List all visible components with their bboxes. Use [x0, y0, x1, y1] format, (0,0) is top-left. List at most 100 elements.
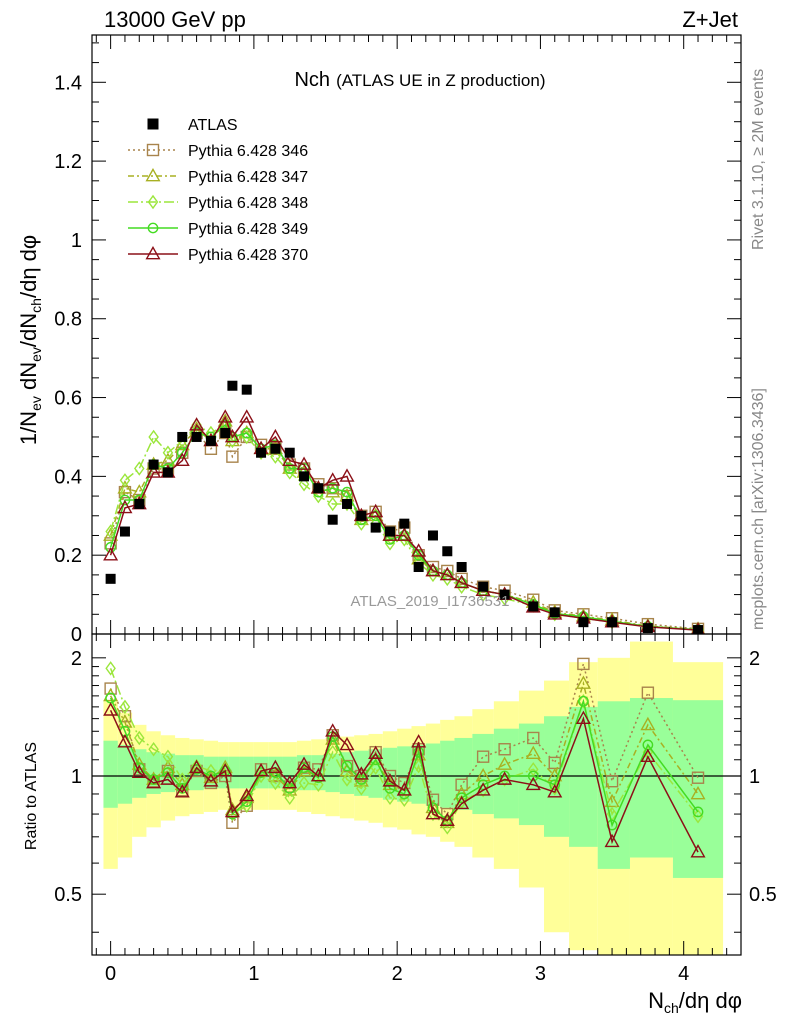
ratio-point — [134, 730, 145, 746]
atlas-point — [205, 435, 216, 446]
legend-label: Pythia 6.428 348 — [188, 195, 308, 212]
legend-label: Pythia 6.428 370 — [188, 247, 308, 264]
atlas-point — [299, 471, 310, 482]
ratio-point — [162, 749, 174, 764]
y-tick-label: 0.8 — [54, 309, 82, 331]
ratio-tick-label-right: 0.5 — [749, 884, 777, 906]
ratio-line — [109, 660, 699, 825]
series-point — [396, 527, 412, 541]
ratio-band-inner — [493, 728, 519, 819]
y-tick-label: 0.6 — [54, 388, 82, 410]
legend-entry-2: Pythia 6.428 348 — [128, 194, 308, 212]
ratio-point — [296, 756, 312, 770]
series-point — [176, 447, 188, 459]
ratio-point — [527, 770, 539, 782]
series-point — [282, 452, 298, 466]
ratio-band-inner — [228, 756, 240, 789]
ratio-point — [475, 782, 491, 796]
series-point — [105, 541, 116, 553]
series-point — [105, 524, 116, 539]
ratio-point — [578, 694, 589, 709]
series-point — [399, 532, 410, 547]
legend-label: Pythia 6.428 347 — [188, 169, 308, 186]
series-point — [327, 496, 338, 512]
ratio-band-inner — [103, 740, 118, 808]
legend-entry-1: Pythia 6.428 347 — [128, 167, 308, 186]
atlas-point — [356, 510, 367, 521]
ratio-point — [454, 795, 470, 810]
atlas-point — [427, 530, 438, 541]
ratio-band-inner — [239, 756, 254, 789]
series-point — [119, 494, 131, 506]
ratio-point — [327, 744, 338, 760]
series-point — [439, 566, 455, 581]
ratio-line — [109, 680, 699, 825]
ratio-frame — [91, 633, 742, 956]
ratio-point — [456, 792, 468, 804]
ratio-point — [224, 803, 240, 818]
series-point — [241, 429, 252, 445]
ratio-tick-label-left: 2 — [71, 648, 82, 670]
series-point — [425, 562, 441, 577]
ratio-point — [690, 785, 706, 800]
ratio-point — [640, 716, 656, 731]
legend-entry-3: Pythia 6.428 349 — [128, 221, 308, 238]
ratio-point — [547, 784, 563, 798]
legend-label: Pythia 6.428 346 — [188, 143, 308, 160]
ratio-band-inner — [132, 749, 147, 798]
ratio-point — [499, 770, 510, 782]
atlas-point — [528, 601, 539, 612]
legend: ATLAS Pythia 6.428 346 Pythia 6.428 347 Pyt… — [128, 117, 308, 264]
atlas-point — [442, 546, 453, 557]
ratio-band-inner — [425, 743, 441, 806]
legend-marker — [145, 167, 161, 182]
ratio-point — [577, 657, 590, 671]
side-rivet: Rivet 3.1.10, ≥ 2M events — [750, 69, 767, 250]
ratio-band-inner — [569, 706, 598, 847]
series-point — [146, 464, 162, 478]
series-point — [341, 486, 353, 498]
ratio-point — [239, 787, 255, 802]
x-tick-label: 4 — [678, 963, 689, 985]
ratio-point — [476, 750, 490, 763]
ratio-point — [282, 774, 298, 789]
ratio-point — [339, 736, 355, 751]
series-point — [384, 536, 396, 551]
atlas-point — [105, 573, 116, 584]
series-point — [239, 409, 255, 423]
series-point — [456, 579, 467, 594]
ratio-point — [425, 806, 441, 820]
series-point — [174, 436, 190, 451]
ratio-tick-label-right: 2 — [749, 648, 760, 670]
series-point — [217, 409, 233, 423]
ratio-point — [325, 731, 341, 745]
legend-entry-4: Pythia 6.428 370 — [128, 245, 308, 264]
ratio-point — [549, 779, 561, 791]
atlas-point — [384, 526, 395, 537]
ratio-point — [267, 759, 283, 774]
series-point — [326, 481, 339, 495]
ratio-point — [298, 775, 310, 791]
ratio-point — [691, 771, 705, 784]
atlas-point — [270, 443, 281, 454]
series-point — [296, 456, 312, 470]
ylabel-ratio: Ratio to ATLAS — [23, 742, 40, 850]
ratio-point — [525, 776, 541, 791]
y-tick-label: 0 — [71, 624, 82, 646]
ratio-point — [640, 748, 656, 763]
series-point — [270, 449, 281, 464]
series-point — [313, 488, 324, 504]
x-tick-label: 2 — [392, 963, 403, 985]
ratio-point — [103, 702, 119, 716]
atlas-point — [399, 518, 410, 529]
series-point — [427, 567, 439, 583]
series-point — [284, 463, 296, 474]
ratio-point — [575, 675, 591, 689]
series-point — [477, 587, 489, 602]
atlas-point — [162, 467, 173, 478]
ratio-point — [162, 767, 174, 779]
ratio-point — [313, 777, 324, 792]
ratio-point — [498, 743, 511, 756]
ratio-point — [284, 790, 295, 806]
legend-marker — [147, 118, 159, 130]
